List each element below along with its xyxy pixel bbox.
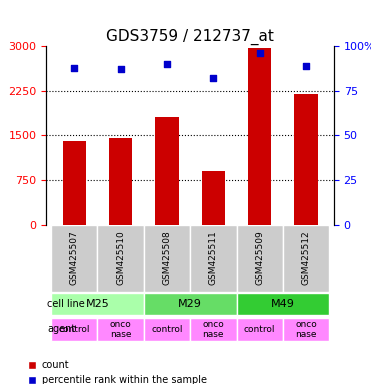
Point <box>210 75 216 81</box>
Bar <box>202 171 225 225</box>
Bar <box>63 141 86 225</box>
FancyBboxPatch shape <box>283 318 329 341</box>
Text: onco
nase: onco nase <box>110 319 131 339</box>
Point <box>303 63 309 69</box>
Text: GSM425508: GSM425508 <box>162 231 171 285</box>
Bar <box>248 48 271 225</box>
FancyBboxPatch shape <box>98 318 144 341</box>
FancyBboxPatch shape <box>190 318 237 341</box>
FancyBboxPatch shape <box>237 293 329 315</box>
Text: cell line: cell line <box>47 299 85 309</box>
FancyBboxPatch shape <box>144 293 237 315</box>
FancyArrow shape <box>242 322 276 336</box>
FancyBboxPatch shape <box>98 225 144 291</box>
FancyBboxPatch shape <box>144 225 190 291</box>
Text: control: control <box>59 325 90 334</box>
Text: agent: agent <box>47 324 76 334</box>
Text: GSM425509: GSM425509 <box>255 231 264 285</box>
Title: GDS3759 / 212737_at: GDS3759 / 212737_at <box>106 28 274 45</box>
FancyBboxPatch shape <box>51 318 98 341</box>
Text: GSM425511: GSM425511 <box>209 231 218 285</box>
Text: control: control <box>151 325 183 334</box>
FancyBboxPatch shape <box>237 225 283 291</box>
Text: onco
nase: onco nase <box>203 319 224 339</box>
FancyBboxPatch shape <box>51 293 144 315</box>
Bar <box>295 94 318 225</box>
FancyBboxPatch shape <box>283 225 329 291</box>
Text: GSM425512: GSM425512 <box>302 231 311 285</box>
Legend: count, percentile rank within the sample: count, percentile rank within the sample <box>23 356 211 384</box>
Bar <box>155 118 178 225</box>
FancyArrow shape <box>242 297 276 311</box>
FancyBboxPatch shape <box>237 318 283 341</box>
Point <box>257 50 263 56</box>
Text: onco
nase: onco nase <box>295 319 317 339</box>
Text: GSM425510: GSM425510 <box>116 231 125 285</box>
Text: control: control <box>244 325 275 334</box>
Point <box>71 65 77 71</box>
Point <box>118 66 124 72</box>
Text: M49: M49 <box>271 299 295 309</box>
FancyBboxPatch shape <box>144 318 190 341</box>
FancyBboxPatch shape <box>190 225 237 291</box>
Bar <box>109 138 132 225</box>
Point <box>164 61 170 67</box>
Text: GSM425507: GSM425507 <box>70 231 79 285</box>
FancyBboxPatch shape <box>51 225 98 291</box>
Text: M25: M25 <box>85 299 109 309</box>
Text: M29: M29 <box>178 299 202 309</box>
